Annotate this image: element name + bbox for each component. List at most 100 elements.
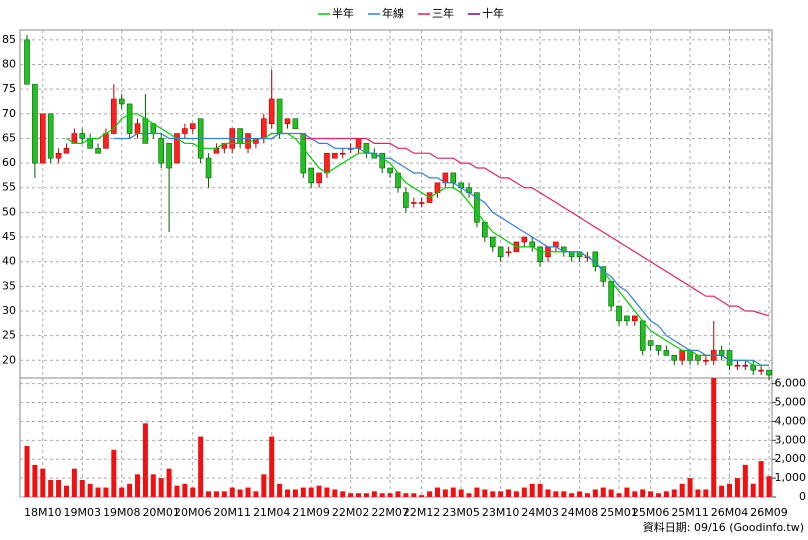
candle-body: [142, 118, 149, 144]
volume-bar: [363, 493, 369, 497]
candle-body: [766, 369, 772, 376]
volume-bar: [711, 378, 717, 497]
volume-bar: [419, 495, 425, 497]
volume-bar: [324, 487, 330, 497]
volume-bar: [135, 474, 141, 497]
candle-body: [47, 113, 54, 159]
volume-bar: [111, 449, 117, 497]
y2-tick-label: 0: [799, 490, 806, 503]
candle-body: [671, 355, 678, 361]
x-tick-label: 19M08: [103, 506, 141, 519]
volume-bar: [569, 493, 575, 497]
plot-frame: [19, 29, 773, 498]
candle-body: [245, 133, 251, 149]
volume-bar: [348, 493, 354, 497]
x-tick-label: 20M06: [174, 506, 212, 519]
candle-body: [134, 123, 141, 134]
x-tick-label: 22M02: [332, 506, 370, 519]
volume-bar: [127, 483, 133, 497]
candle-body: [758, 369, 764, 372]
volume-bar: [734, 478, 740, 497]
candle-body: [663, 350, 670, 356]
y-tick-label: 40: [2, 255, 16, 268]
volume-bar: [198, 436, 204, 497]
y-tick-label: 65: [2, 131, 16, 144]
x-tick-label: 25M01: [600, 506, 638, 519]
volume-bar: [727, 483, 733, 497]
y-tick-label: 20: [2, 353, 16, 366]
volume-bar: [442, 489, 448, 497]
x-tick-label: 26M09: [750, 506, 788, 519]
volume-bar: [679, 483, 685, 497]
volume-bar: [308, 487, 314, 497]
candle-body: [410, 202, 417, 204]
candle-body: [55, 152, 62, 159]
y-tick-label: 80: [2, 58, 16, 71]
volume-bar: [24, 446, 30, 497]
volume-bar: [79, 480, 85, 497]
legend-label: 半年: [332, 6, 354, 20]
volume-bar: [758, 461, 764, 497]
volume-bar: [584, 493, 590, 497]
volume-bar: [340, 491, 346, 497]
candle-body: [261, 118, 267, 139]
candle-body: [268, 98, 275, 124]
y-tick-label: 45: [2, 230, 16, 243]
candle-body: [387, 167, 393, 174]
x-tick-label: 24M08: [561, 506, 599, 519]
candle-body: [308, 167, 314, 184]
candle-body: [750, 364, 757, 371]
candle-body: [174, 133, 180, 164]
y-tick-label: 75: [2, 82, 16, 95]
candle-body: [695, 355, 701, 361]
volume-bar: [158, 478, 164, 497]
volume-bar: [411, 493, 417, 497]
candle-body: [647, 340, 654, 346]
x-tick-label: 22M07: [371, 506, 409, 519]
candle-body: [624, 315, 630, 322]
candle-body: [24, 39, 30, 85]
candle-body: [63, 148, 70, 154]
candle-body: [126, 103, 133, 134]
y2-tick-label: 4,000: [775, 414, 807, 427]
volume-bar: [671, 489, 677, 497]
candle-body: [568, 251, 575, 258]
volume-bar: [450, 487, 456, 497]
x-tick-label: 21M04: [253, 506, 291, 519]
volume-bar: [277, 483, 283, 497]
candle-body: [616, 305, 622, 322]
candle-body: [111, 98, 117, 134]
volume-bar: [506, 489, 512, 497]
y2-tick-label: 5,000: [775, 396, 807, 409]
volume-bar: [237, 489, 243, 497]
candle-body: [655, 345, 662, 351]
candle-body: [316, 172, 322, 184]
volume-bar: [40, 468, 46, 497]
volume-bar: [427, 491, 433, 497]
ma-line: [303, 137, 770, 317]
candle-body: [703, 359, 709, 362]
volume-bar: [213, 491, 219, 497]
volume-bar: [56, 480, 62, 497]
x-tick-label: 20M11: [213, 506, 251, 519]
candle-body: [505, 251, 512, 254]
candle-body: [237, 128, 243, 144]
volume-bar: [261, 474, 267, 497]
volume-bar: [608, 489, 614, 497]
volume-bar: [379, 493, 385, 497]
y2-tick-label: 2,000: [775, 452, 807, 465]
volume-bar: [206, 491, 212, 497]
candle-body: [489, 236, 496, 248]
volume-bar: [292, 489, 298, 497]
volume-bar: [537, 483, 543, 497]
volume-bar: [119, 487, 125, 497]
candle-body: [339, 152, 346, 155]
volume-bar: [229, 487, 235, 497]
volume-bar: [695, 489, 701, 497]
volume-bar: [332, 489, 338, 497]
volume-bar: [592, 489, 598, 497]
volume-bar: [395, 491, 401, 497]
candle-body: [379, 152, 386, 169]
candle-body: [529, 241, 535, 248]
candle-body: [679, 350, 685, 361]
